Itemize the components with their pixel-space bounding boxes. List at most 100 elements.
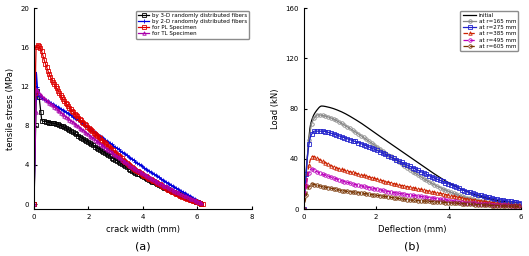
for TL Specimen	[33, 87, 40, 90]
at r=495 mm	[438, 198, 444, 201]
at r=275 mm	[518, 201, 524, 204]
for TL Specimen	[86, 134, 93, 137]
at r=605 mm	[458, 202, 464, 205]
for TL Specimen	[154, 180, 160, 184]
at r=495 mm	[372, 187, 378, 190]
by 2-D randomly distributed fibers	[33, 71, 39, 74]
by 3-D randomly distributed fibers	[86, 142, 93, 145]
at r=605 mm	[300, 207, 307, 210]
Line: by 3-D randomly distributed fibers: by 3-D randomly distributed fibers	[32, 90, 204, 206]
for PL Specimen	[153, 181, 159, 184]
at r=165 mm	[458, 195, 464, 198]
Line: by 2-D randomly distributed fibers: by 2-D randomly distributed fibers	[32, 71, 204, 206]
at r=385 mm	[458, 196, 464, 199]
by 3-D randomly distributed fibers	[98, 149, 104, 152]
by 2-D randomly distributed fibers	[138, 164, 144, 167]
X-axis label: crack width (mm): crack width (mm)	[106, 226, 180, 234]
Line: for PL Specimen: for PL Specimen	[32, 44, 204, 206]
Line: initial: initial	[304, 106, 521, 209]
by 3-D randomly distributed fibers	[138, 174, 144, 177]
at r=495 mm	[458, 200, 464, 204]
initial	[438, 177, 444, 180]
initial	[372, 131, 378, 134]
for PL Specimen	[98, 138, 104, 141]
at r=165 mm	[327, 116, 333, 119]
for PL Specimen	[31, 202, 37, 206]
Line: at r=165 mm: at r=165 mm	[302, 113, 523, 211]
at r=275 mm	[458, 188, 464, 191]
by 2-D randomly distributed fibers	[51, 104, 58, 107]
by 2-D randomly distributed fibers	[31, 202, 37, 206]
at r=605 mm	[387, 196, 394, 199]
by 3-D randomly distributed fibers	[31, 202, 37, 206]
by 3-D randomly distributed fibers	[154, 182, 160, 185]
Legend: initial, at r=165 mm, at r=275 mm, at r=385 mm, at r=495 mm, at r=605 mm: initial, at r=165 mm, at r=275 mm, at r=…	[460, 11, 518, 51]
at r=385 mm	[387, 181, 394, 184]
at r=495 mm	[459, 201, 466, 204]
Legend: by 3-D randomly distributed fibers, by 2-D randomly distributed fibers, for PL S: by 3-D randomly distributed fibers, by 2…	[136, 11, 249, 39]
initial	[458, 187, 464, 190]
for TL Specimen	[98, 143, 104, 146]
by 3-D randomly distributed fibers	[51, 122, 58, 125]
initial	[387, 142, 394, 145]
at r=275 mm	[372, 148, 378, 151]
at r=275 mm	[300, 207, 307, 210]
by 2-D randomly distributed fibers	[86, 127, 93, 130]
by 3-D randomly distributed fibers	[34, 90, 41, 93]
initial	[327, 106, 333, 109]
at r=275 mm	[327, 131, 333, 134]
for TL Specimen	[31, 202, 37, 206]
at r=165 mm	[438, 187, 444, 190]
for TL Specimen	[153, 180, 159, 183]
at r=605 mm	[327, 186, 333, 189]
Line: at r=275 mm: at r=275 mm	[302, 130, 523, 211]
at r=495 mm	[387, 190, 394, 194]
initial	[318, 104, 325, 108]
at r=275 mm	[459, 188, 466, 191]
at r=605 mm	[372, 194, 378, 197]
Line: at r=605 mm: at r=605 mm	[302, 182, 523, 211]
at r=165 mm	[518, 203, 524, 206]
Line: for TL Specimen: for TL Specimen	[32, 87, 204, 206]
by 3-D randomly distributed fibers	[199, 202, 206, 206]
at r=605 mm	[438, 201, 444, 204]
for TL Specimen	[51, 106, 58, 109]
by 2-D randomly distributed fibers	[153, 174, 159, 177]
Y-axis label: Load (kN): Load (kN)	[270, 88, 280, 129]
at r=495 mm	[518, 204, 524, 207]
at r=605 mm	[308, 182, 315, 185]
by 2-D randomly distributed fibers	[154, 175, 160, 178]
initial	[300, 207, 307, 210]
Line: at r=385 mm: at r=385 mm	[302, 155, 523, 211]
at r=275 mm	[311, 130, 317, 133]
at r=275 mm	[438, 179, 444, 182]
at r=495 mm	[300, 207, 307, 210]
initial	[518, 201, 524, 204]
at r=165 mm	[315, 113, 322, 116]
at r=385 mm	[459, 197, 466, 200]
initial	[459, 188, 466, 191]
at r=165 mm	[372, 144, 378, 147]
for PL Specimen	[86, 127, 93, 130]
at r=385 mm	[327, 164, 333, 167]
at r=385 mm	[438, 192, 444, 195]
for PL Specimen	[51, 83, 58, 86]
by 3-D randomly distributed fibers	[153, 182, 159, 185]
at r=605 mm	[518, 205, 524, 208]
for TL Specimen	[199, 202, 206, 206]
Y-axis label: tensile stress (MPa): tensile stress (MPa)	[6, 68, 15, 150]
at r=495 mm	[327, 175, 333, 178]
Line: at r=495 mm: at r=495 mm	[302, 167, 523, 211]
for PL Specimen	[35, 44, 41, 47]
Text: (a): (a)	[135, 241, 151, 251]
X-axis label: Deflection (mm): Deflection (mm)	[378, 226, 446, 234]
at r=165 mm	[387, 155, 394, 158]
for PL Specimen	[138, 172, 144, 175]
at r=165 mm	[459, 195, 466, 198]
Text: (b): (b)	[405, 241, 420, 251]
by 2-D randomly distributed fibers	[199, 202, 206, 206]
for PL Specimen	[199, 202, 206, 206]
by 2-D randomly distributed fibers	[98, 135, 104, 138]
at r=385 mm	[372, 177, 378, 180]
at r=165 mm	[300, 207, 307, 210]
